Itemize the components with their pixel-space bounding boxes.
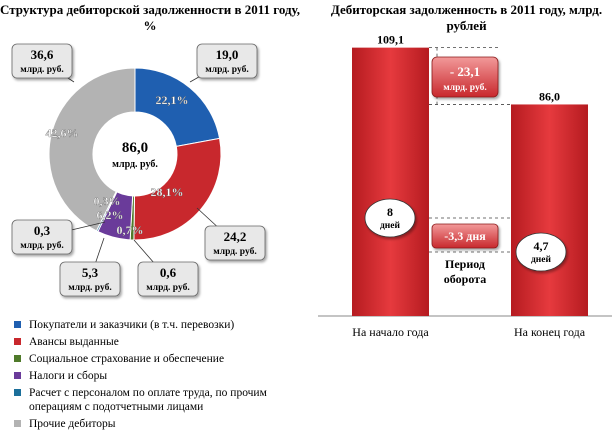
- period-change-box: [431, 223, 499, 249]
- donut-pct-label-4: 0,3%: [94, 194, 121, 208]
- turnover-oval-0: [364, 198, 416, 238]
- turnover-label-line-1: Период: [445, 257, 485, 271]
- legend-item-4: Расчет с персоналом по оплате труда, по …: [12, 386, 312, 414]
- donut-value-box-2: [137, 261, 199, 297]
- donut-value-unit-3: млрд. руб.: [68, 282, 111, 293]
- legend-label-1: Авансы выданные: [29, 336, 119, 348]
- bar-1: [511, 104, 588, 316]
- donut-value-unit-0: млрд. руб.: [205, 64, 248, 75]
- donut-value-label-4: 0,3: [34, 223, 51, 238]
- legend-label-3: Налоги и сборы: [29, 370, 108, 382]
- donut-slice-5: [48, 67, 136, 232]
- donut-value-unit-4: млрд. руб.: [20, 240, 63, 251]
- donut-slice-1: [133, 137, 222, 241]
- turnover-value-0: 8: [387, 205, 393, 219]
- change-value-text: - 23,1: [450, 64, 480, 79]
- donut-legend: Покупатели и заказчики (в т.ч. перевозки…: [12, 318, 312, 434]
- bar-value-label-0: 109,1: [377, 33, 404, 47]
- turnover-unit-1: дней: [531, 254, 551, 265]
- turnover-label-line-2: оборота: [444, 272, 486, 286]
- donut-value-unit-5: млрд. руб.: [20, 64, 63, 75]
- donut-value-label-3: 5,3: [82, 265, 99, 280]
- legend-swatch-1: [14, 338, 21, 345]
- turnover-oval-1: [515, 232, 567, 272]
- legend-item-5: Прочие дебиторы: [12, 417, 312, 431]
- bar-value-label-1: 86,0: [539, 89, 560, 103]
- change-value-box: [431, 56, 499, 98]
- donut-chart-title: Структура дебиторской задолженности в 20…: [0, 2, 300, 33]
- legend-swatch-4: [14, 389, 21, 396]
- donut-value-unit-1: млрд. руб.: [213, 246, 256, 257]
- donut-value-box-1: [204, 225, 266, 261]
- donut-pct-label-5: 42,6%: [46, 126, 79, 140]
- legend-label-4: Расчет с персоналом по оплате труда, по …: [29, 387, 267, 413]
- legend-swatch-3: [14, 372, 21, 379]
- legend-swatch-2: [14, 355, 21, 362]
- bar-category-label-1: На конец года: [514, 325, 586, 339]
- donut-value-box-3: [59, 261, 121, 297]
- donut-value-label-0: 19,0: [216, 47, 239, 62]
- legend-swatch-5: [14, 420, 21, 427]
- bar-chart-title: Дебиторская задолженность в 2011 году, м…: [330, 2, 603, 33]
- turnover-value-1: 4,7: [534, 239, 549, 253]
- donut-center-value: 86,0: [122, 140, 148, 156]
- donut-pct-label-3: 6,2%: [97, 208, 124, 222]
- donut-value-label-5: 36,6: [31, 47, 54, 62]
- legend-item-3: Налоги и сборы: [12, 369, 312, 383]
- donut-value-unit-2: млрд. руб.: [146, 282, 189, 293]
- change-unit-text: млрд. руб.: [443, 82, 486, 93]
- donut-value-label-1: 24,2: [224, 229, 247, 244]
- legend-item-0: Покупатели и заказчики (в т.ч. перевозки…: [12, 318, 312, 332]
- donut-value-box-5: [11, 43, 73, 79]
- legend-item-1: Авансы выданные: [12, 335, 312, 349]
- donut-slice-0: [134, 67, 221, 147]
- legend-swatch-0: [14, 321, 21, 328]
- donut-pct-label-2: 0,7%: [117, 223, 144, 237]
- bar-0: [352, 47, 429, 317]
- legend-label-5: Прочие дебиторы: [29, 418, 116, 430]
- period-change-text: -3,3 дня: [444, 229, 486, 243]
- legend-label-2: Социальное страхование и обеспечение: [29, 353, 225, 365]
- legend-label-0: Покупатели и заказчики (в т.ч. перевозки…: [29, 319, 235, 331]
- bar-category-label-0: На начало года: [352, 325, 429, 339]
- turnover-unit-0: дней: [380, 220, 400, 231]
- donut-pct-label-1: 28,1%: [151, 185, 184, 199]
- donut-value-label-2: 0,6: [160, 265, 177, 280]
- donut-value-box-4: [11, 219, 73, 255]
- donut-center-unit: млрд. руб.: [112, 159, 158, 170]
- donut-value-box-0: [196, 43, 258, 79]
- donut-pct-label-0: 22,1%: [156, 93, 189, 107]
- legend-item-2: Социальное страхование и обеспечение: [12, 352, 312, 366]
